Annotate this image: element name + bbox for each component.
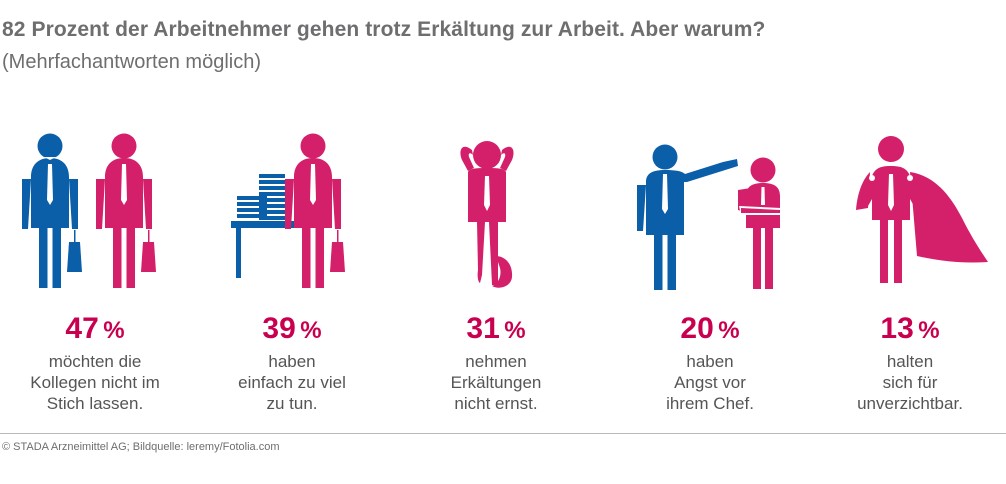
pictogram-row <box>22 133 988 290</box>
stat-block-4: 20 % haben Angst vor ihrem Chef. <box>618 312 802 414</box>
percentage-number: 13 <box>880 312 914 345</box>
percentage-value: 47 % <box>3 312 187 351</box>
stat-description: halten sich für unverzichtbar. <box>818 351 1002 414</box>
description-line: Erkältungen <box>450 373 542 392</box>
percent-sign: % <box>504 317 526 344</box>
percentage-value: 39 % <box>200 312 384 351</box>
percentage-value: 13 % <box>818 312 1002 351</box>
stat-block-3: 31 % nehmen Erkältungen nicht ernst. <box>404 312 588 414</box>
stat-description: haben einfach zu viel zu tun. <box>200 351 384 414</box>
source-credit: © STADA Arzneimittel AG; Bildquelle: ler… <box>2 441 280 453</box>
description-line: zu tun. <box>266 394 318 413</box>
percent-sign: % <box>918 317 940 344</box>
percentage-value: 31 % <box>404 312 588 351</box>
description-line: Kollegen nicht im <box>30 373 160 392</box>
description-line: nicht ernst. <box>454 394 538 413</box>
chart-subtitle: (Mehrfachantworten möglich) <box>2 51 261 73</box>
description-line: einfach zu viel <box>238 373 346 392</box>
boss-pointing-at-employee-icon <box>637 144 781 290</box>
superhero-with-cape-icon <box>856 136 988 283</box>
percentage-value: 20 % <box>618 312 802 351</box>
description-line: Angst vor <box>674 373 746 392</box>
percentage-number: 20 <box>680 312 714 345</box>
description-line: haben <box>268 352 316 371</box>
businessman-at-desk-with-paper-stacks-icon <box>231 133 345 288</box>
stat-description: haben Angst vor ihrem Chef. <box>618 351 802 414</box>
percent-sign: % <box>103 317 125 344</box>
percent-sign: % <box>718 317 740 344</box>
description-line: Stich lassen. <box>46 394 144 413</box>
description-line: haben <box>686 352 734 371</box>
description-line: sich für <box>882 373 938 392</box>
stat-description: nehmen Erkältungen nicht ernst. <box>404 351 588 414</box>
description-line: halten <box>886 352 934 371</box>
stat-block-5: 13 % halten sich für unverzichtbar. <box>818 312 1002 414</box>
percentage-number: 39 <box>262 312 296 345</box>
footer-divider <box>0 433 1006 434</box>
percentage-number: 31 <box>466 312 500 345</box>
two-businessmen-with-briefcases-icon <box>22 133 156 288</box>
percentage-number: 47 <box>65 312 99 345</box>
percent-sign: % <box>300 317 322 344</box>
relaxed-leaning-man-icon <box>460 141 514 288</box>
stat-description: möchten die Kollegen nicht im Stich lass… <box>3 351 187 414</box>
description-line: unverzichtbar. <box>857 394 963 413</box>
description-line: möchten die <box>48 352 142 371</box>
description-line: nehmen <box>465 352 527 371</box>
stat-block-2: 39 % haben einfach zu viel zu tun. <box>200 312 384 414</box>
description-line: ihrem Chef. <box>666 394 754 413</box>
chart-title: 82 Prozent der Arbeitnehmer gehen trotz … <box>2 18 766 41</box>
stat-block-1: 47 % möchten die Kollegen nicht im Stich… <box>3 312 187 414</box>
